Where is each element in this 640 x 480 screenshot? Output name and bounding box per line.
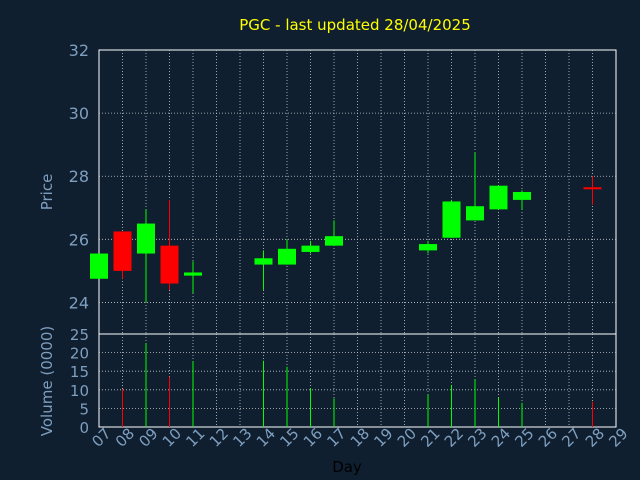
volume-tick-label: 0 [79,419,89,437]
candle-body [583,187,602,190]
candle-body [160,245,179,284]
day-tick-label: 21 [417,425,443,451]
day-tick-label: 10 [159,425,185,451]
volume-tick-label: 5 [79,400,89,418]
day-tick-label: 28 [582,425,608,451]
day-tick-label: 22 [441,425,467,451]
volume-tick-label: 15 [70,363,89,381]
day-tick-label: 14 [253,425,279,451]
volume-axis-label: Volume (0000) [38,326,56,436]
day-tick-label: 24 [488,425,514,451]
price-panel: 24 26 28 30 32 [69,41,617,335]
day-tick-label: 17 [323,425,349,451]
volume-tick-label: 20 [70,345,89,363]
price-tick-label: 24 [69,293,89,312]
candle-body [254,258,273,265]
day-tick-label: 11 [182,425,208,451]
price-tick-label: 28 [69,167,89,186]
day-tick-label: 08 [112,425,138,451]
candle-body [184,272,202,276]
candle-body [113,231,132,271]
day-tick-label: 16 [300,425,326,451]
day-tick-label: 19 [370,425,396,451]
day-tick-label: 27 [558,425,584,451]
day-tick-label: 20 [394,425,420,451]
candle-body [301,245,320,252]
candle-body [90,253,108,279]
day-tick-label: 09 [135,425,161,451]
candle-body [489,185,508,210]
day-axis-label: Day [332,458,362,476]
price-tick-label: 30 [69,104,89,123]
price-tick-label: 32 [69,41,89,60]
candle-body [137,223,155,254]
day-tick-label: 15 [276,425,302,451]
price-axis-label: Price [38,174,56,211]
chart-title: PGC - last updated 28/04/2025 [239,16,471,34]
day-tick-label: 12 [206,425,232,451]
volume-panel: 0510152025070809101112131415161718192021… [70,326,632,451]
volume-tick-label: 25 [70,326,89,344]
day-tick-label: 18 [347,425,373,451]
day-tick-label: 13 [229,425,255,451]
day-tick-label: 26 [535,425,561,451]
candle-body [466,206,484,221]
candle-body [419,244,437,251]
volume-tick-label: 10 [70,382,89,400]
candle-body [278,248,296,265]
day-tick-label: 29 [605,425,631,451]
day-tick-label: 23 [464,425,490,451]
candle-body [442,201,461,238]
day-tick-label: 25 [511,425,537,451]
candle-body [513,192,531,200]
day-tick-label: 07 [88,425,114,451]
price-tick-label: 26 [69,230,89,249]
volume-plot-area [98,333,617,428]
candle-body [325,236,343,246]
